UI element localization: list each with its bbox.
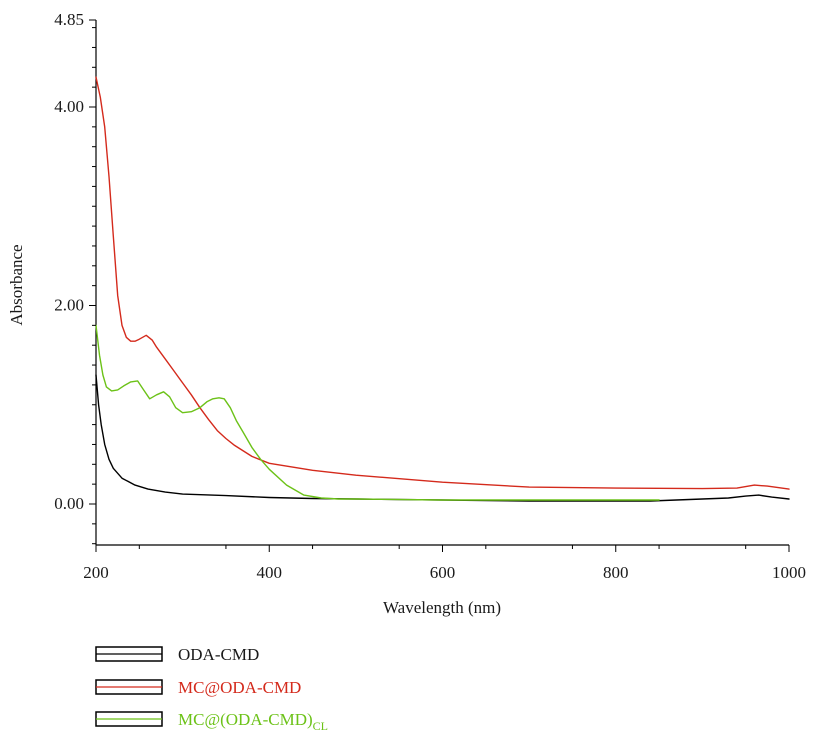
x-tick-label: 200: [83, 563, 109, 582]
y-ticks: 0.00 2.00 4.00 4.85: [54, 10, 96, 545]
series-line-mc-oda-cmd: [95, 76, 790, 490]
x-tick-label: 1000: [772, 563, 806, 582]
y-tick-label: 2.00: [54, 296, 84, 315]
x-ticks: 200 400 600 800 1000: [83, 545, 806, 582]
y-tick-label: 4.85: [54, 10, 84, 29]
series-line-mc-oda-cmd-cl: [95, 324, 660, 501]
y-axis-label: Absorbance: [7, 244, 26, 325]
y-tick-label: 4.00: [54, 97, 84, 116]
legend-label-mc-oda-cmd-cl-subscript: CL: [313, 719, 328, 733]
x-tick-label: 600: [430, 563, 456, 582]
y-tick-label: 0.00: [54, 494, 84, 513]
x-tick-label: 400: [257, 563, 283, 582]
legend: ODA-CMD MC@ODA-CMD MC@(ODA-CMD)CL: [95, 645, 328, 733]
legend-label-mc-oda-cmd-cl-main: MC@(ODA-CMD): [178, 710, 313, 729]
legend-label-oda-cmd: ODA-CMD: [178, 645, 259, 664]
legend-item-mc-oda-cmd: MC@ODA-CMD: [95, 678, 301, 697]
legend-item-oda-cmd: ODA-CMD: [95, 645, 259, 664]
plot-area: 0.00 2.00 4.00 4.85 200 400 600 800 1000: [54, 10, 806, 582]
x-tick-label: 800: [603, 563, 629, 582]
legend-label-mc-oda-cmd-cl: MC@(ODA-CMD)CL: [178, 710, 328, 733]
legend-label-mc-oda-cmd: MC@ODA-CMD: [178, 678, 301, 697]
x-axis-label: Wavelength (nm): [383, 598, 501, 617]
legend-item-mc-oda-cmd-cl: MC@(ODA-CMD)CL: [95, 710, 328, 733]
series-layer: [95, 76, 790, 502]
series-line-oda-cmd: [95, 374, 790, 502]
